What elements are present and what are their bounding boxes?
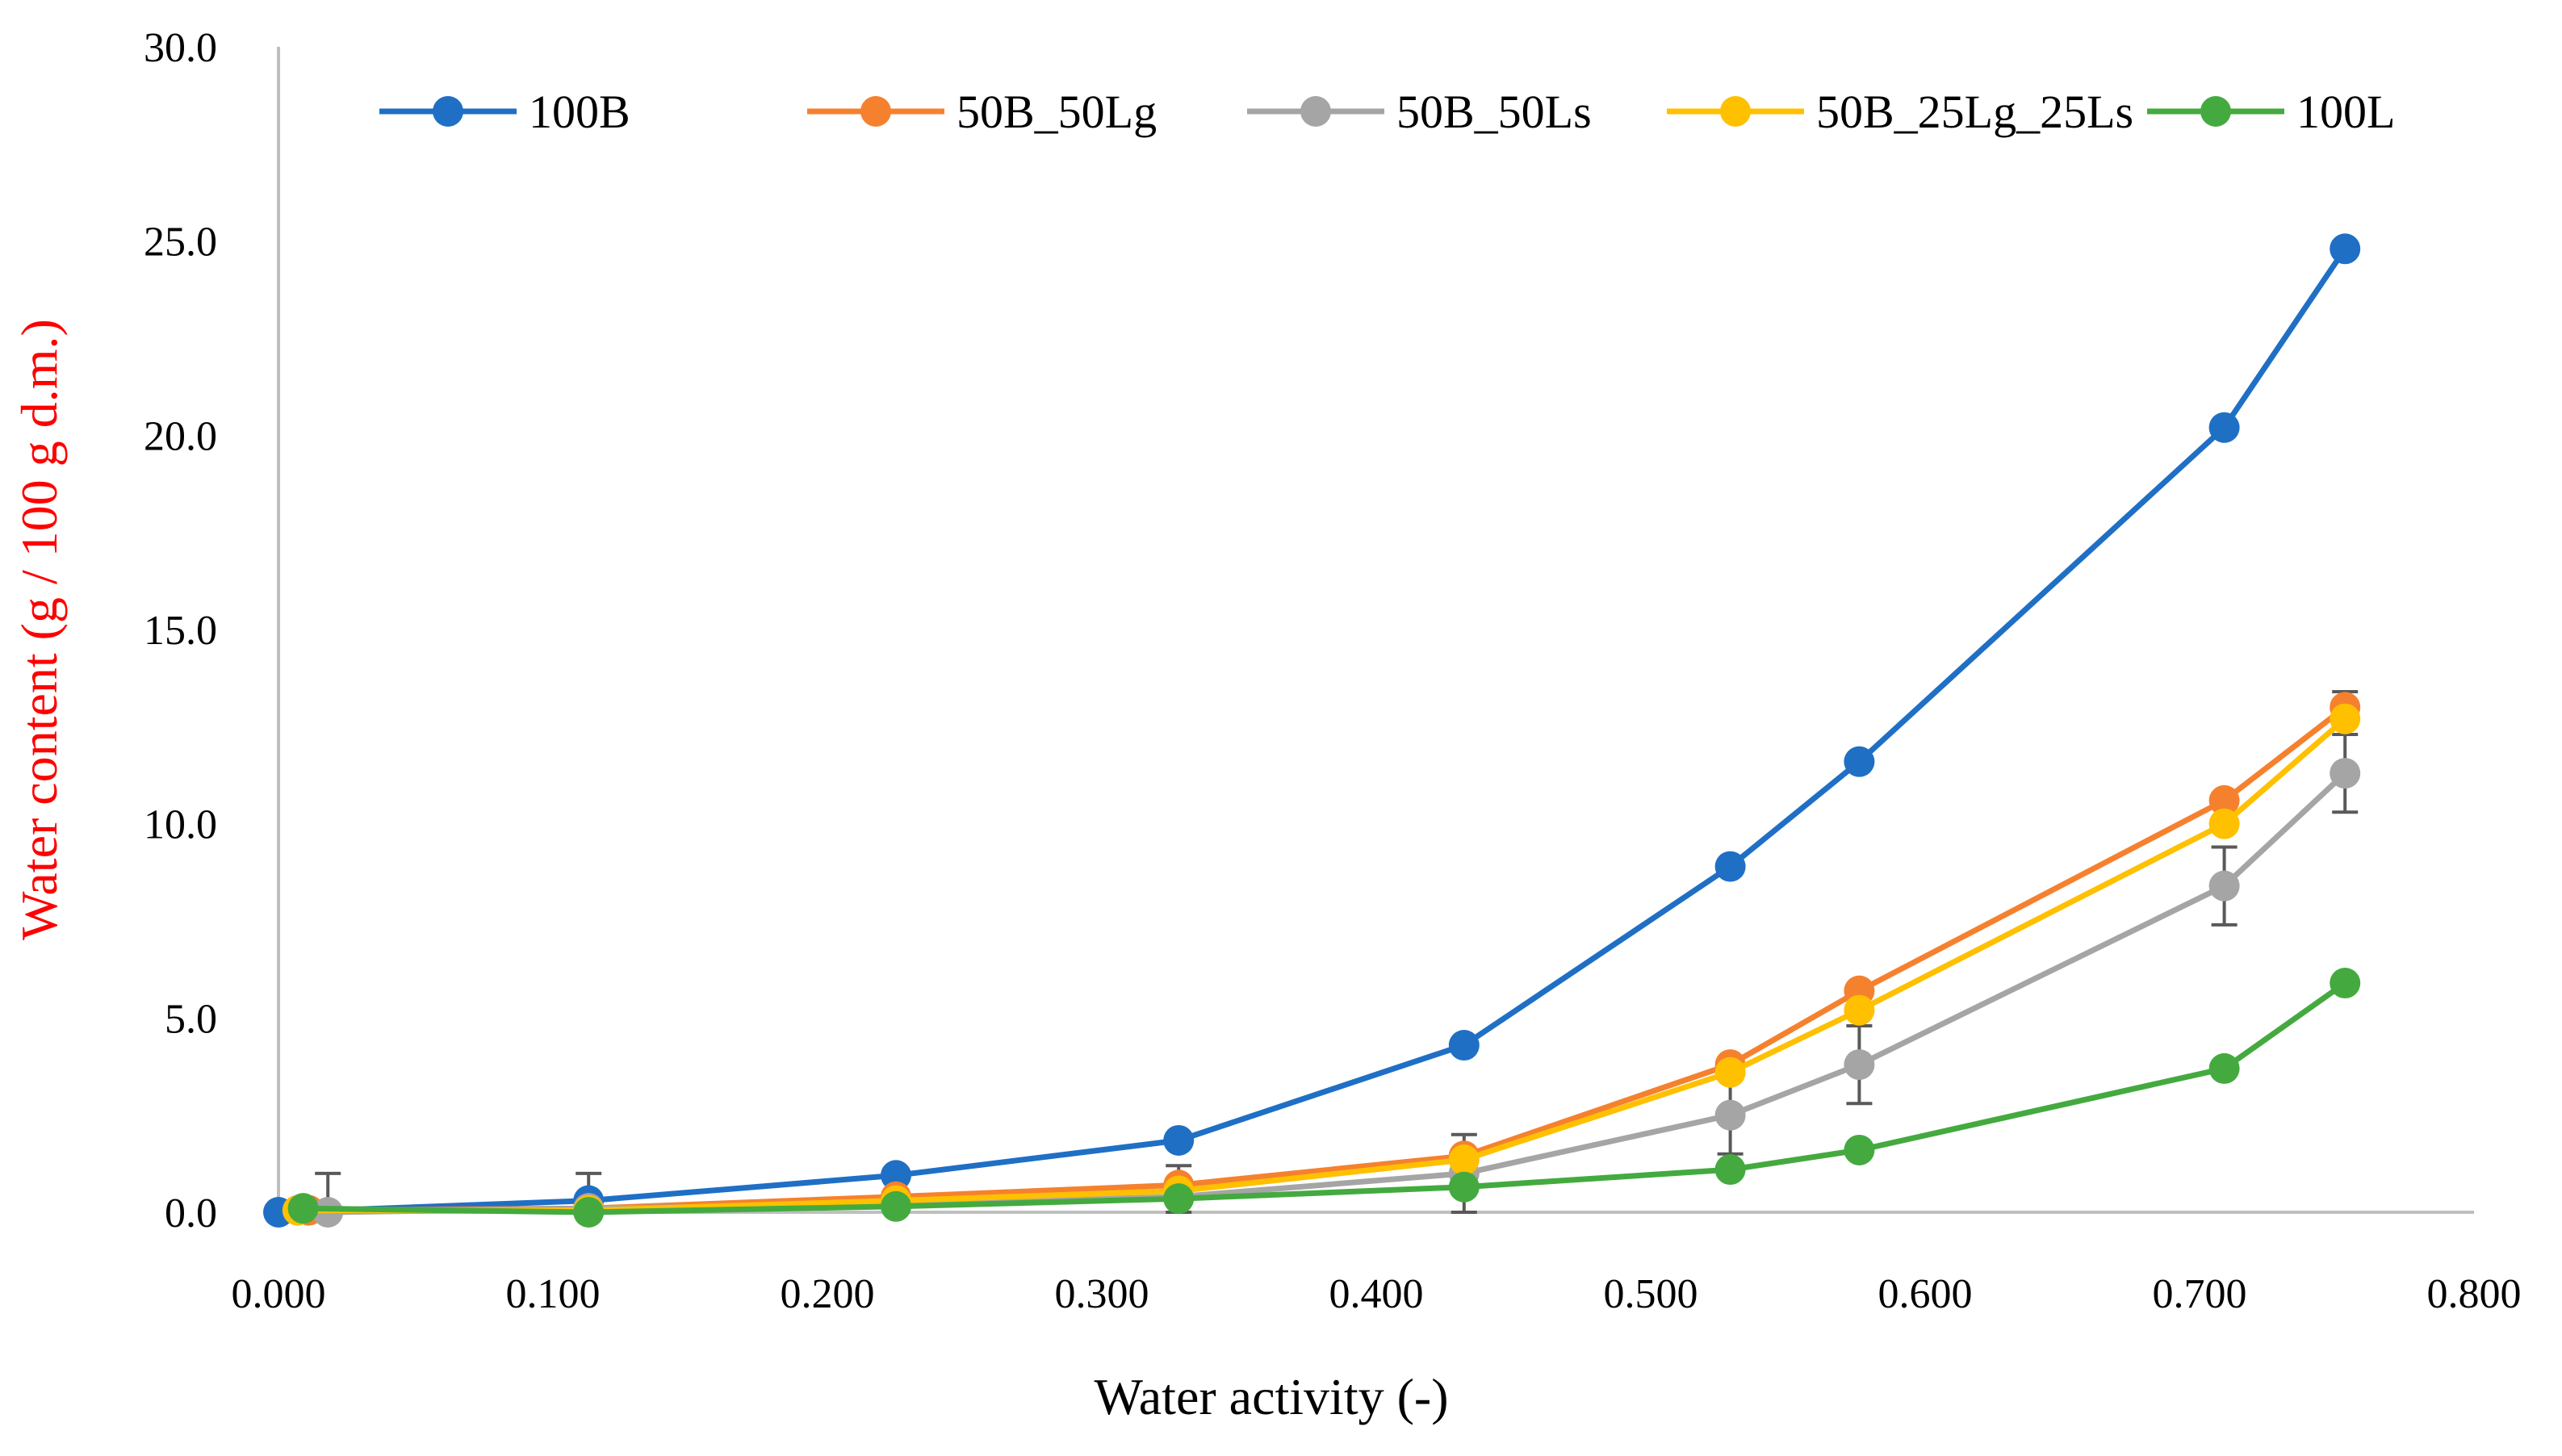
legend-marker (860, 96, 891, 127)
data-point (2208, 808, 2240, 839)
y-tick-label: 30.0 (144, 25, 217, 71)
data-point (1844, 994, 1875, 1026)
data-point (1844, 746, 1875, 777)
y-tick-label: 5.0 (165, 996, 217, 1042)
x-tick-labels: 0.000 0.100 0.200 0.300 0.400 0.500 0.600 0.700… (232, 1271, 2522, 1317)
x-tick-label: 0.300 (1055, 1271, 1149, 1317)
data-point (881, 1160, 911, 1191)
data-point (1448, 1030, 1480, 1061)
data-point (2330, 703, 2361, 734)
x-tick-label: 0.500 (1604, 1271, 1698, 1317)
y-tick-label: 0.0 (165, 1190, 217, 1236)
y-tick-labels: 0.0 5.0 10.0 15.0 20.0 25.0 30.0 (144, 25, 217, 1236)
data-point (1714, 851, 1746, 882)
legend-item: 100B (379, 86, 630, 138)
data-point (1163, 1183, 1195, 1215)
legend-item: 50B_50Ls (1247, 86, 1592, 138)
legend-marker (2200, 96, 2231, 127)
axes (277, 47, 2474, 1214)
x-tick-label: 0.100 (506, 1271, 601, 1317)
legend-label: 50B_50Lg (957, 86, 1157, 138)
data-point (1448, 1171, 1480, 1203)
legend-marker (1720, 96, 1751, 127)
data-point (2330, 233, 2361, 265)
y-axis-title: Water content (g / 100 g d.m.) (10, 319, 68, 940)
legend-label: 100L (2296, 86, 2395, 138)
data-point (2330, 968, 2361, 999)
y-tick-label: 10.0 (144, 802, 217, 848)
data-point (1163, 1124, 1195, 1156)
data-point (1714, 1154, 1746, 1186)
data-point (1844, 1134, 1875, 1165)
x-tick-label: 0.800 (2427, 1271, 2522, 1317)
data-point (2208, 784, 2240, 816)
series-line (324, 770, 2348, 1215)
y-tick-label: 15.0 (144, 608, 217, 654)
error-bars (315, 690, 2359, 1214)
series-4 (282, 703, 2361, 1226)
series-line (295, 716, 2348, 1214)
legend-marker (1300, 96, 1331, 127)
x-tick-label: 0.000 (232, 1271, 326, 1317)
series-3 (312, 758, 2361, 1228)
legend-item: 50B_50Lg (807, 86, 1157, 138)
x-tick-label: 0.400 (1329, 1271, 1424, 1317)
series-2 (293, 692, 2361, 1226)
data-point (2330, 758, 2361, 789)
series-group (263, 233, 2361, 1228)
series-5 (287, 968, 2361, 1228)
series-1 (263, 233, 2361, 1228)
data-point (1844, 1049, 1875, 1081)
data-point (2208, 870, 2240, 902)
data-point (2208, 1052, 2240, 1084)
series-line (275, 245, 2348, 1215)
legend-label: 100B (529, 86, 630, 138)
legend-item: 100L (2147, 86, 2395, 138)
x-tick-label: 0.600 (1878, 1271, 1973, 1317)
y-tick-label: 20.0 (144, 413, 217, 459)
data-point (1714, 1099, 1746, 1131)
x-tick-label: 0.700 (2153, 1271, 2247, 1317)
legend-label: 50B_25Lg_25Ls (1816, 86, 2133, 138)
legend-marker (433, 96, 463, 127)
y-tick-label: 25.0 (144, 220, 217, 266)
legend-item: 50B_25Lg_25Ls (1667, 86, 2133, 138)
legend-label: 50B_50Ls (1396, 86, 1592, 138)
data-point (2208, 412, 2240, 443)
x-tick-label: 0.200 (781, 1271, 875, 1317)
data-point (573, 1197, 605, 1228)
data-point (1714, 1056, 1746, 1088)
series-line (305, 704, 2348, 1214)
data-point (881, 1190, 911, 1222)
data-point (1448, 1144, 1480, 1176)
data-point (287, 1193, 319, 1224)
legend: 100B 50B_50Lg 50B_50Ls 50B_25Lg_25Ls 100L (379, 86, 2395, 138)
x-axis-title: Water activity (-) (1094, 1368, 1448, 1425)
